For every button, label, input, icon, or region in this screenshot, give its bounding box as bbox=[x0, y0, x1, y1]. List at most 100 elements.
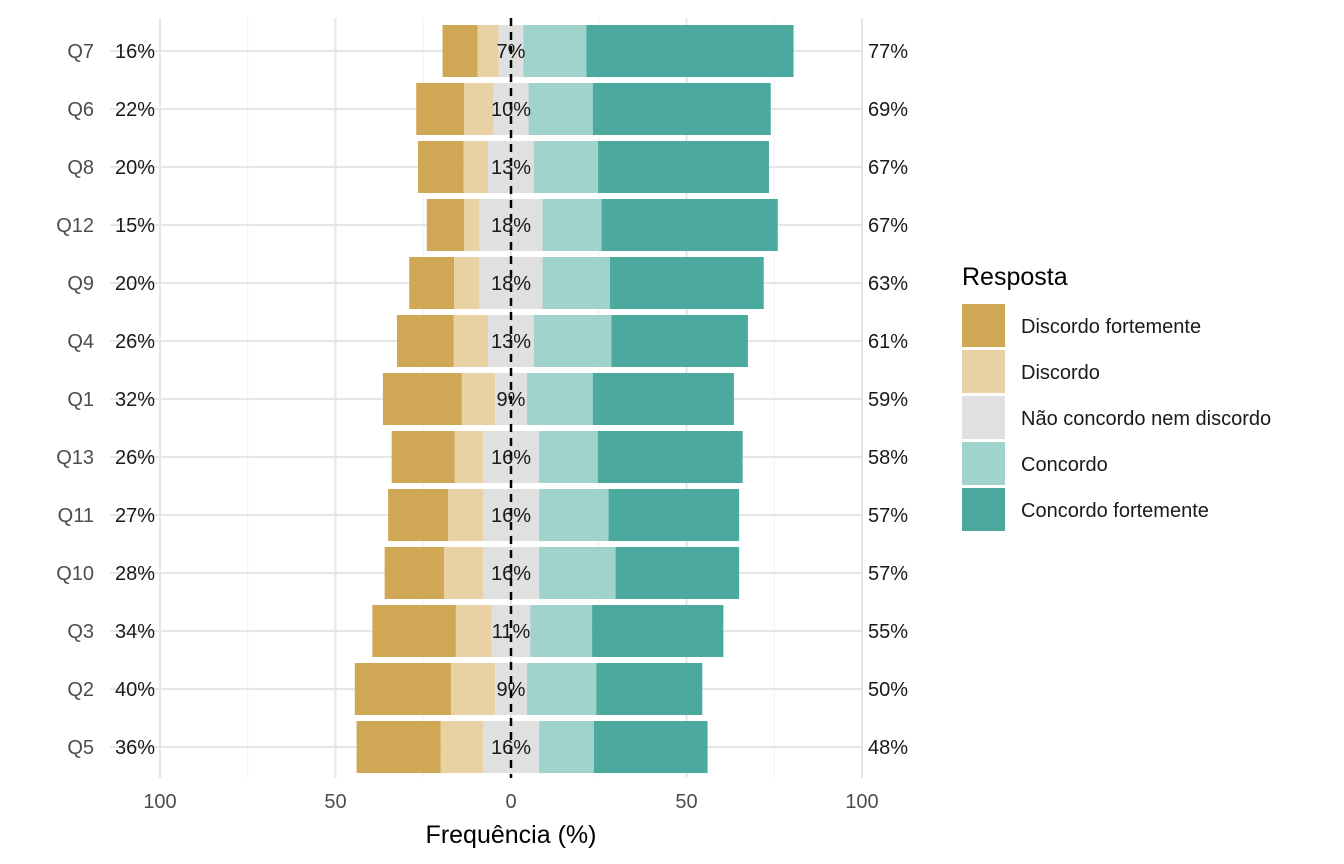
legend-label: Concordo bbox=[1021, 454, 1108, 476]
x-axis-title: Frequência (%) bbox=[426, 821, 597, 849]
right-percent-label: 57% bbox=[868, 563, 908, 585]
legend-title: Resposta bbox=[962, 263, 1068, 291]
legend: Resposta Discordo fortemente Discordo Não … bbox=[962, 263, 1271, 531]
left-percent-label: 15% bbox=[115, 215, 155, 237]
right-percent-label: 67% bbox=[868, 157, 908, 179]
bar-segment bbox=[391, 431, 455, 483]
left-percent-label: 16% bbox=[115, 41, 155, 63]
left-percent-label: 32% bbox=[115, 389, 155, 411]
center-percent-label: 9% bbox=[497, 679, 526, 701]
right-percent-label: 59% bbox=[868, 389, 908, 411]
bar-segment bbox=[416, 83, 464, 135]
bar-segment bbox=[477, 25, 499, 77]
center-percent-label: 13% bbox=[491, 331, 531, 353]
bar-segment bbox=[615, 547, 740, 599]
center-percent-label: 18% bbox=[491, 273, 531, 295]
legend-swatch bbox=[962, 396, 1005, 439]
bar-segment bbox=[533, 315, 612, 367]
y-tick-label: Q2 bbox=[67, 679, 94, 701]
left-percent-label: 40% bbox=[115, 679, 155, 701]
right-percent-label: 50% bbox=[868, 679, 908, 701]
right-percent-label: 69% bbox=[868, 99, 908, 121]
right-percent-label: 58% bbox=[868, 447, 908, 469]
bar-segment bbox=[442, 25, 478, 77]
bar-segment bbox=[601, 199, 778, 251]
y-tick-label: Q10 bbox=[56, 563, 94, 585]
bar-segment bbox=[597, 431, 743, 483]
bar-segment bbox=[448, 489, 483, 541]
center-percent-label: 18% bbox=[491, 215, 531, 237]
y-tick-label: Q13 bbox=[56, 447, 94, 469]
legend-swatch bbox=[962, 488, 1005, 531]
legend-swatch bbox=[962, 442, 1005, 485]
bar-segment bbox=[417, 141, 464, 193]
legend-swatch bbox=[962, 304, 1005, 347]
bar-segment bbox=[592, 83, 771, 135]
left-percent-label: 26% bbox=[115, 331, 155, 353]
bar-segment bbox=[453, 315, 489, 367]
center-percent-label: 9% bbox=[497, 389, 526, 411]
center-percent-label: 13% bbox=[491, 157, 531, 179]
center-percent-label: 16% bbox=[491, 563, 531, 585]
center-percent-label: 16% bbox=[491, 447, 531, 469]
bar-segment bbox=[596, 663, 703, 715]
bar-segment bbox=[542, 257, 610, 309]
bar-segment bbox=[609, 257, 764, 309]
bar-segment bbox=[530, 605, 593, 657]
right-percent-label: 55% bbox=[868, 621, 908, 643]
center-percent-label: 16% bbox=[491, 505, 531, 527]
right-percent-label: 67% bbox=[868, 215, 908, 237]
bars bbox=[354, 25, 794, 773]
y-tick-label: Q11 bbox=[58, 505, 94, 527]
bar-segment bbox=[539, 431, 598, 483]
y-tick-label: Q3 bbox=[67, 621, 94, 643]
x-tick-label: 100 bbox=[143, 791, 176, 813]
legend-swatch bbox=[962, 350, 1005, 393]
bar-segment bbox=[592, 373, 734, 425]
y-tick-label: Q9 bbox=[67, 273, 94, 295]
bar-segment bbox=[586, 25, 794, 77]
left-percent-label: 34% bbox=[115, 621, 155, 643]
right-percent-label: 57% bbox=[868, 505, 908, 527]
y-tick-label: Q5 bbox=[67, 737, 94, 759]
center-percent-label: 10% bbox=[491, 99, 531, 121]
x-tick-label: 50 bbox=[324, 791, 346, 813]
y-tick-label: Q7 bbox=[67, 41, 94, 63]
axes: Q7 Q6 Q8 Q12 Q9 Q4 Q1 Q13 Q11 Q10 Q3 Q2 Q5 100 50 0 50 10… bbox=[56, 41, 879, 813]
legend-label: Discordo bbox=[1021, 362, 1100, 384]
bar-segment bbox=[463, 141, 489, 193]
left-percent-label: 22% bbox=[115, 99, 155, 121]
bar-segment bbox=[463, 199, 480, 251]
left-percent-label: 20% bbox=[115, 157, 155, 179]
legend-label: Concordo fortemente bbox=[1021, 500, 1209, 522]
bar-segment bbox=[611, 315, 748, 367]
y-tick-label: Q12 bbox=[56, 215, 94, 237]
y-tick-label: Q1 bbox=[67, 389, 94, 411]
center-percent-label: 16% bbox=[491, 737, 531, 759]
bar-segment bbox=[542, 199, 602, 251]
left-percent-label: 27% bbox=[115, 505, 155, 527]
center-percent-label: 7% bbox=[497, 41, 526, 63]
bar-segment bbox=[382, 373, 462, 425]
left-percent-label: 26% bbox=[115, 447, 155, 469]
left-percent-label: 36% bbox=[115, 737, 155, 759]
bar-segment bbox=[454, 431, 483, 483]
bar-segment bbox=[598, 141, 769, 193]
y-tick-label: Q4 bbox=[67, 331, 94, 353]
y-tick-label: Q8 bbox=[67, 157, 94, 179]
bar-segment bbox=[539, 547, 616, 599]
right-percent-label: 63% bbox=[868, 273, 908, 295]
bar-segment bbox=[526, 663, 597, 715]
bar-segment bbox=[592, 605, 724, 657]
right-percent-label: 48% bbox=[868, 737, 908, 759]
y-tick-label: Q6 bbox=[67, 99, 94, 121]
right-percent-label: 61% bbox=[868, 331, 908, 353]
percent-labels: 16% 7% 77% 22% 10% 69% 20% 13% 67% 15% 18% 67% 20% 18… bbox=[115, 41, 908, 759]
bar-segment bbox=[409, 257, 455, 309]
bar-segment bbox=[396, 315, 454, 367]
x-tick-label: 0 bbox=[505, 791, 516, 813]
legend-label: Não concordo nem discordo bbox=[1021, 408, 1271, 430]
left-percent-label: 20% bbox=[115, 273, 155, 295]
bar-segment bbox=[539, 489, 609, 541]
